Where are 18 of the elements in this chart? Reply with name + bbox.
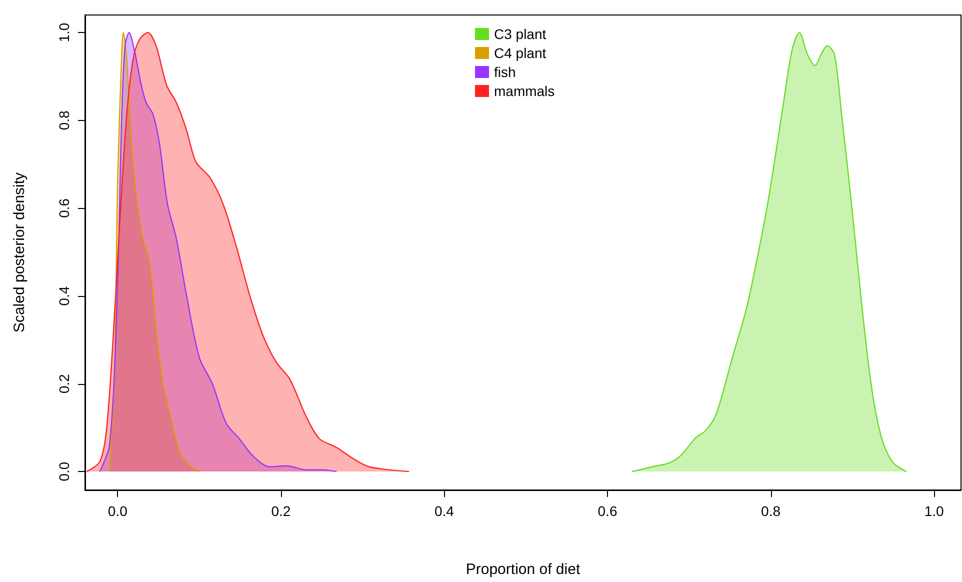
y-tick-label: 0.8 <box>56 110 72 130</box>
legend-label: C3 plant <box>494 26 546 42</box>
legend-label: C4 plant <box>494 45 546 61</box>
y-tick-label: 0.6 <box>56 198 72 218</box>
x-axis-title: Proportion of diet <box>466 561 581 578</box>
x-tick-label: 1.0 <box>924 503 944 519</box>
x-tick-label: 0.6 <box>598 503 618 519</box>
x-tick-label: 0.4 <box>434 503 454 519</box>
x-tick-label: 0.2 <box>271 503 291 519</box>
y-axis-title: Scaled posterior density <box>11 172 28 333</box>
legend-label: mammals <box>494 83 555 99</box>
x-tick-label: 0.8 <box>761 503 781 519</box>
y-tick-label: 0.4 <box>56 286 72 306</box>
x-tick-label: 0.0 <box>108 503 128 519</box>
y-tick-label: 0.2 <box>56 374 72 394</box>
y-tick-label: 0.0 <box>56 462 72 482</box>
legend-label: fish <box>494 64 516 80</box>
y-tick-label: 1.0 <box>56 22 72 42</box>
